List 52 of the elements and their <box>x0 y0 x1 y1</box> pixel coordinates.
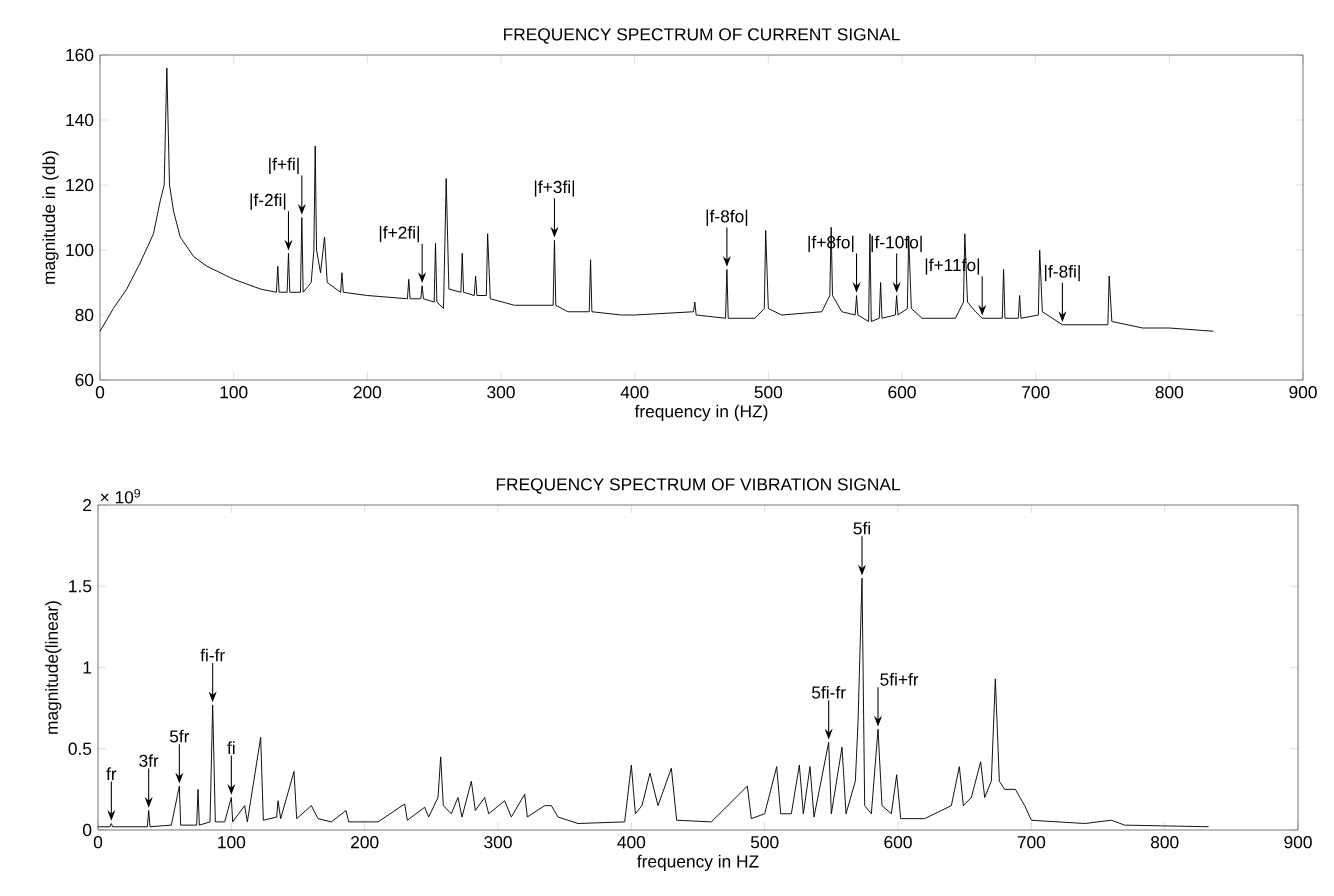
annotation: 5fr <box>169 729 190 743</box>
x-tick-label: 400 <box>620 386 649 399</box>
y-tick-label: 0 <box>82 823 92 837</box>
y-tick-label: 140 <box>66 113 94 127</box>
annotation: fi-fr <box>200 648 225 662</box>
annotation: |f+fi| <box>269 157 299 174</box>
annotation: 3fr <box>139 754 159 767</box>
annotation: fr <box>106 767 117 780</box>
y-tick-label: 2 <box>83 498 92 512</box>
x-tick-label: 200 <box>351 836 379 849</box>
y-tick-label: 120 <box>66 178 94 192</box>
y-tick-label: 80 <box>75 308 94 322</box>
y-tick-label: 160 <box>66 48 94 62</box>
x-tick-label: 0 <box>95 386 105 399</box>
annotation: 5fi+fr <box>880 672 919 686</box>
x-tick-label: 200 <box>353 386 382 399</box>
x-tick-label: 100 <box>218 836 246 849</box>
x-tick-label: 500 <box>750 836 779 849</box>
y-tick-label: 1 <box>83 661 92 674</box>
y-axis-title: magnitude in (db) <box>42 151 59 284</box>
y-tick-label: 0.5 <box>68 742 92 755</box>
y-axis-title: magnitude(linear) <box>45 601 62 734</box>
x-tick-label: 600 <box>884 836 912 849</box>
annotation: fi <box>227 741 235 754</box>
annotation: 5fi <box>853 521 870 535</box>
x-tick-label: 300 <box>484 836 512 849</box>
x-axis-title: frequency in HZ <box>637 854 759 871</box>
x-tick-label: 600 <box>888 386 916 399</box>
x-tick-label: 500 <box>754 386 783 399</box>
annotation: |f+2fi| <box>379 225 419 243</box>
text: × 10$^{9}$ <box>100 488 140 504</box>
annotation: |f-2fi| <box>250 193 286 210</box>
x-tick-label: 700 <box>1022 386 1050 399</box>
x-tick-label: 800 <box>1150 836 1179 849</box>
annotation: |f+3fi| <box>534 180 575 197</box>
x-tick-label: 100 <box>220 386 248 399</box>
annotation: |f-8fi| <box>1045 264 1080 282</box>
y-tick-label: 1.5 <box>69 580 92 593</box>
chart-title: FREQUENCY SPECTRUM OF VIBRATION SIGNAL <box>496 478 901 494</box>
chart-title: FREQUENCY SPECTRUM OF CURRENT SIGNAL <box>504 28 900 44</box>
y-tick-label: 100 <box>66 243 94 257</box>
x-tick-label: 400 <box>617 836 646 849</box>
annotation: 5fi-fr <box>812 685 846 699</box>
x-tick-label: 300 <box>487 386 515 399</box>
y-tick-label: 60 <box>75 373 94 387</box>
x-tick-label: 800 <box>1155 386 1184 399</box>
annotation: |f-8fo| <box>706 209 748 226</box>
x-tick-label: 0 <box>93 836 103 849</box>
x-axis-title: frequency in (HZ) <box>634 404 768 421</box>
x-tick-label: 900 <box>1289 386 1317 399</box>
x-tick-label: 900 <box>1284 836 1312 849</box>
x-tick-label: 700 <box>1017 836 1046 849</box>
